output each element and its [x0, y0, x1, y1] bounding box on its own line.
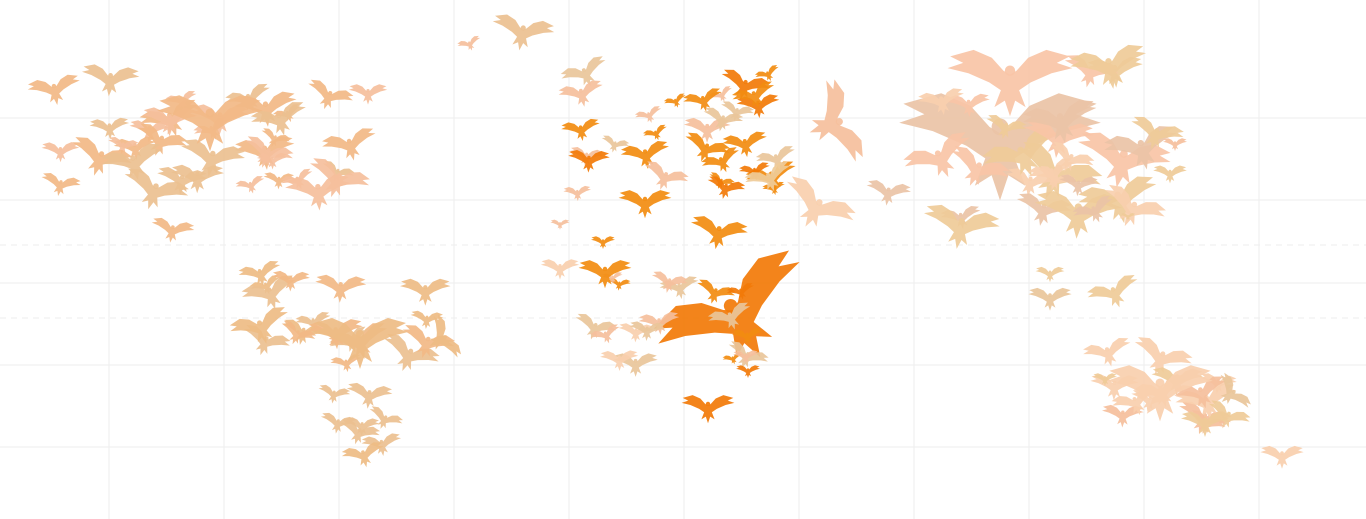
bird-icon	[681, 395, 735, 424]
bird-icon	[1032, 189, 1123, 242]
bird-icon	[1028, 287, 1072, 311]
bird-icon	[736, 365, 760, 378]
bird-icon	[591, 236, 615, 249]
bird-icon	[320, 125, 381, 168]
bird-icon	[234, 174, 268, 198]
bird-icon	[26, 72, 84, 110]
bird-icon	[772, 172, 860, 246]
bird-icon	[1085, 272, 1145, 317]
bird-icon	[314, 274, 367, 305]
bird-icon	[80, 63, 141, 99]
bird-icon	[1260, 445, 1304, 469]
bird-icon	[301, 77, 356, 118]
bird-icon	[633, 104, 665, 128]
bird-icon	[344, 381, 394, 412]
bird-icon	[681, 86, 726, 117]
bird-icon	[316, 383, 352, 407]
bird-icon	[560, 117, 602, 144]
bird-icon	[663, 92, 689, 112]
bird-icon	[646, 241, 832, 399]
bird-icon	[488, 12, 556, 56]
bird-icon	[89, 117, 131, 141]
bird-icon	[540, 259, 580, 280]
bird-icon	[1035, 266, 1065, 283]
bird-icon	[148, 216, 196, 247]
bird-icon	[550, 219, 570, 230]
bird-icon	[864, 178, 912, 209]
bird-icon	[284, 173, 353, 213]
bird-icon	[619, 139, 673, 174]
bird-markers	[26, 12, 1304, 473]
bird-icon	[567, 149, 610, 174]
bird-icon	[38, 171, 82, 201]
bird-icon	[704, 174, 747, 204]
bird-icon	[687, 214, 750, 255]
bird-icon	[642, 123, 671, 145]
bird-icon	[794, 76, 868, 173]
bird-icon	[41, 142, 80, 163]
bird-icon	[1163, 138, 1187, 151]
bird-icon	[557, 78, 607, 112]
bird-icon	[456, 34, 484, 55]
bird-icon	[918, 202, 1002, 256]
bird-icon	[618, 190, 672, 219]
bird-icon	[1153, 165, 1187, 184]
bird-icon	[607, 277, 632, 292]
bird-icon	[348, 84, 388, 105]
